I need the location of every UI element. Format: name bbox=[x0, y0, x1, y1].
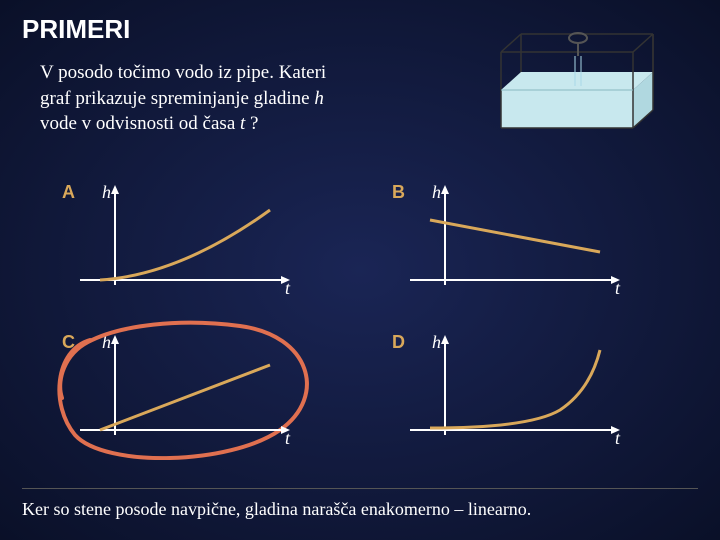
axis-t-b: t bbox=[615, 278, 620, 299]
chart-a: A h t bbox=[60, 180, 320, 300]
q-h: h bbox=[314, 88, 324, 109]
q-line2a: graf prikazuje spreminjanje gladine bbox=[40, 88, 314, 109]
curve-c bbox=[100, 365, 270, 430]
axis-t-a: t bbox=[285, 278, 290, 299]
axis-h-d: h bbox=[432, 332, 441, 353]
charts-grid: A h t B h t C h bbox=[60, 180, 660, 450]
q-line1: V posodo točimo vodo iz pipe. Kateri bbox=[40, 62, 326, 83]
chart-d: D h t bbox=[390, 330, 650, 450]
curve-d bbox=[430, 350, 600, 428]
question-text: V posodo točimo vodo iz pipe. Kateri gra… bbox=[40, 60, 420, 137]
q-line3b: ? bbox=[245, 113, 258, 134]
water-tank-diagram bbox=[493, 32, 668, 142]
answer-circle-icon bbox=[59, 323, 307, 458]
axis-t-c: t bbox=[285, 428, 290, 449]
axis-h-a: h bbox=[102, 182, 111, 203]
footer-text: Ker so stene posode navpične, gladina na… bbox=[22, 488, 698, 520]
label-b: B bbox=[392, 182, 405, 203]
label-a: A bbox=[62, 182, 75, 203]
curve-a bbox=[100, 210, 270, 280]
label-d: D bbox=[392, 332, 405, 353]
chart-b: B h t bbox=[390, 180, 650, 300]
q-line3a: vode v odvisnosti od časa bbox=[40, 113, 240, 134]
axis-h-b: h bbox=[432, 182, 441, 203]
page-title: PRIMERI bbox=[22, 14, 130, 45]
curve-b bbox=[430, 220, 600, 252]
axis-t-d: t bbox=[615, 428, 620, 449]
chart-c: C h t bbox=[60, 330, 320, 450]
